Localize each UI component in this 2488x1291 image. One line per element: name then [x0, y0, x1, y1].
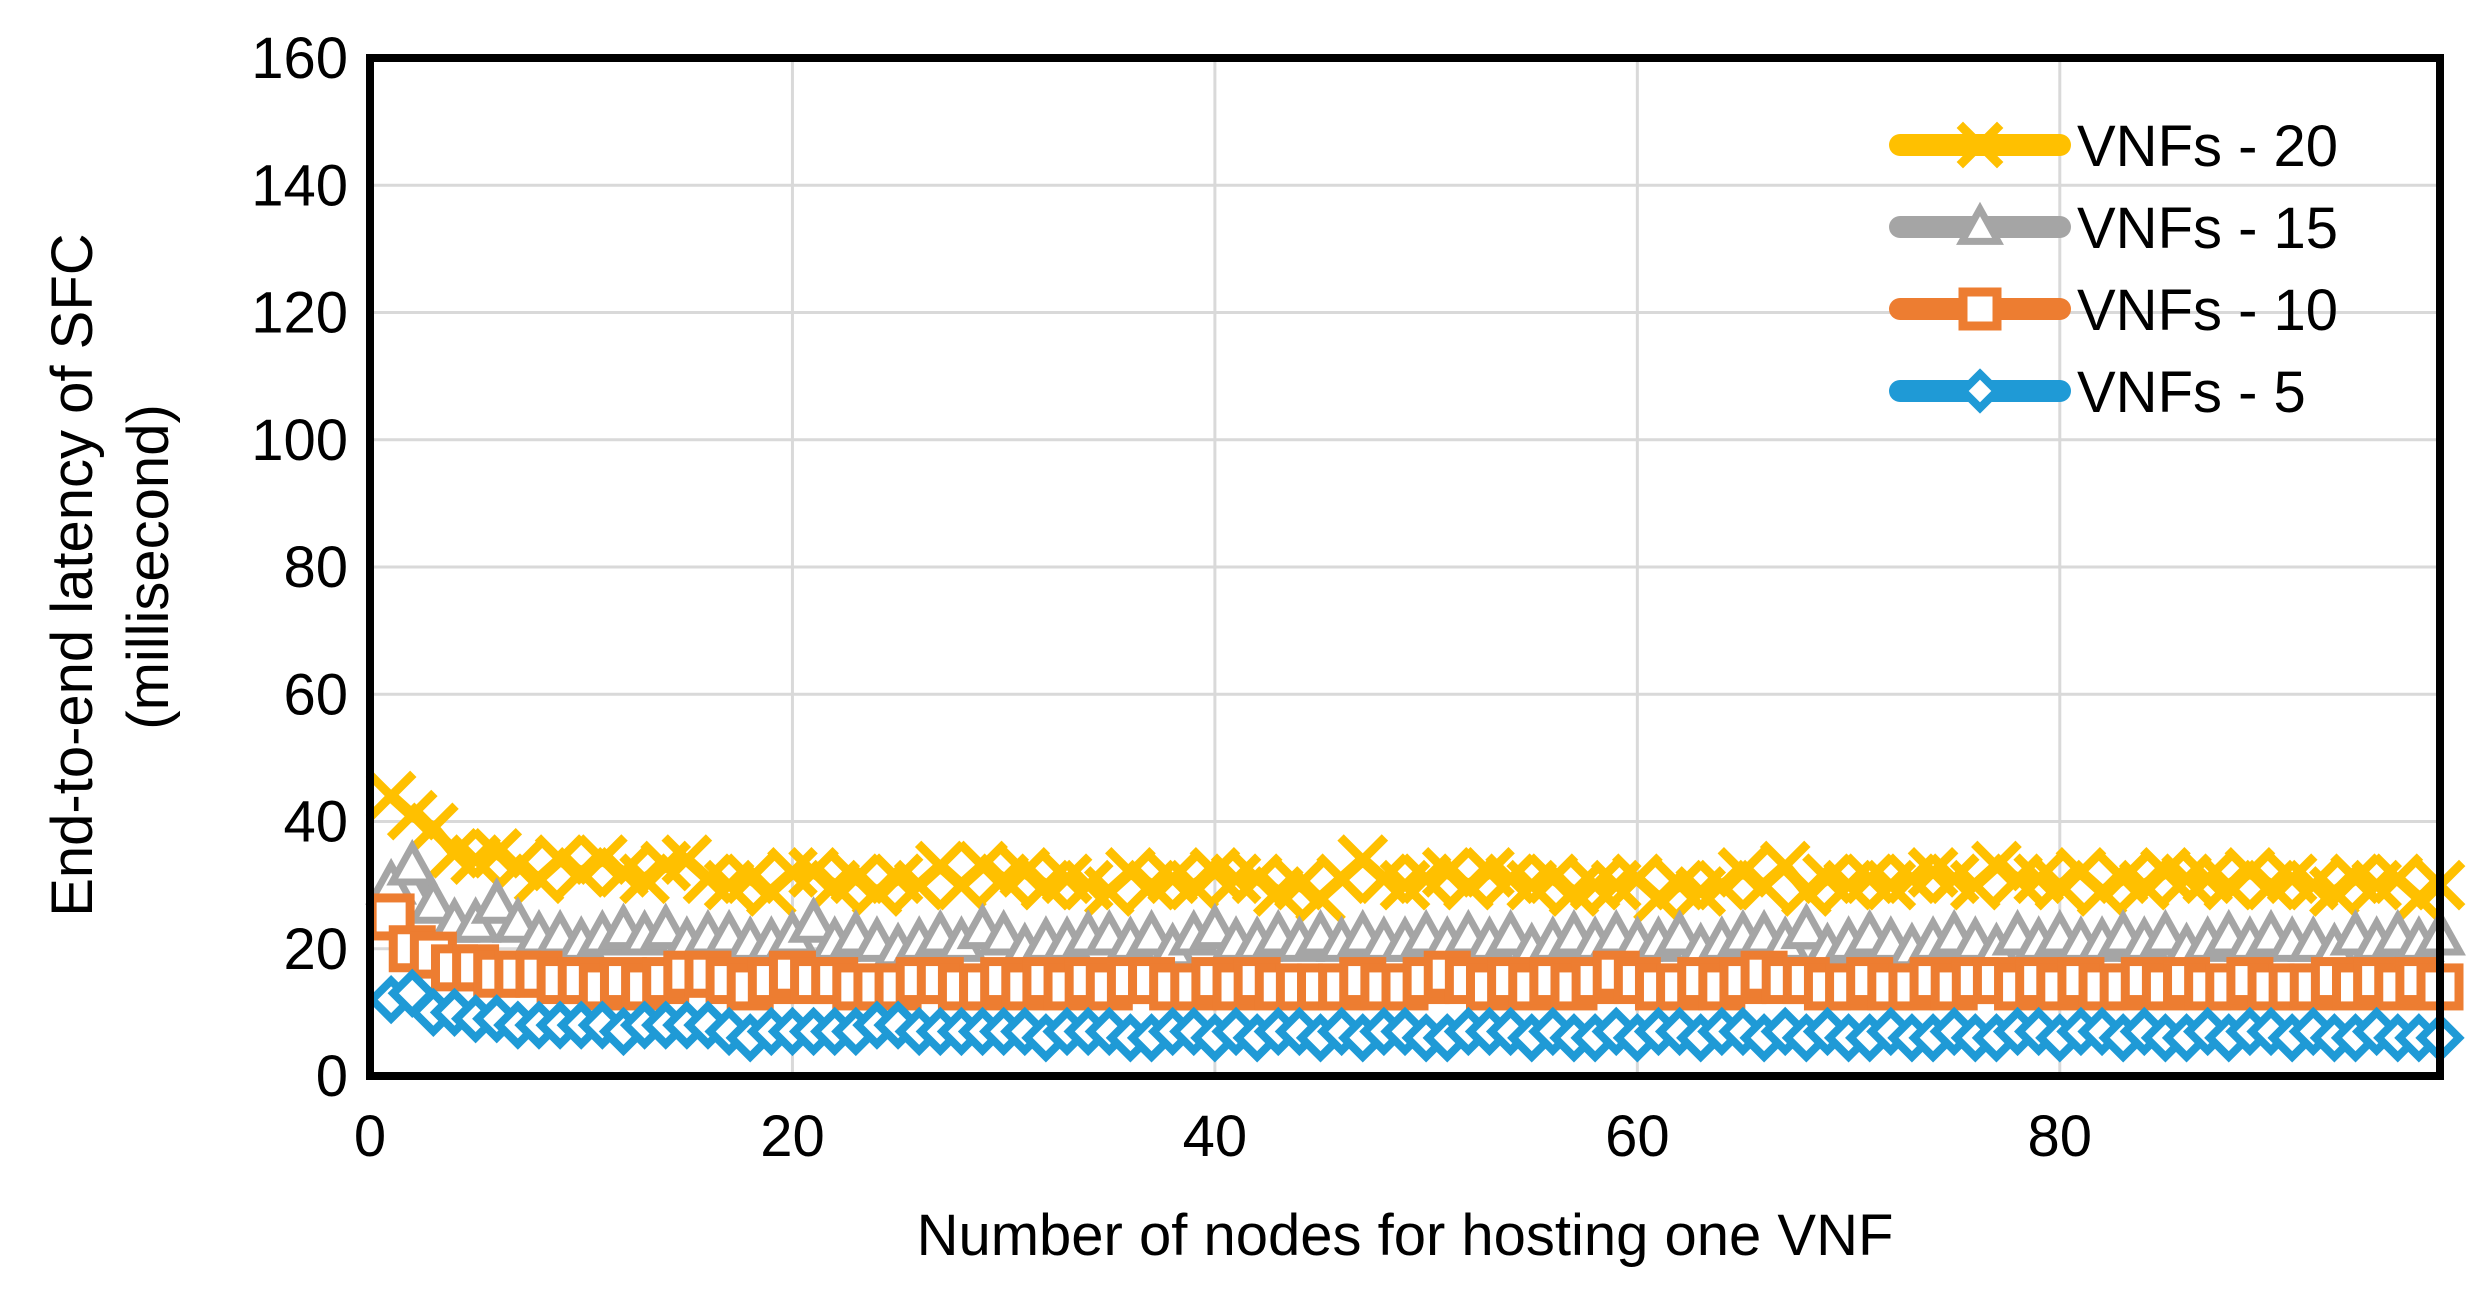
- legend-label: VNFs - 20: [2077, 114, 2338, 179]
- x-axis-tick-labels: 0 20 40 60 80: [354, 1104, 2092, 1169]
- data-point: [2118, 859, 2170, 911]
- data-point: [1696, 859, 1748, 911]
- x-axis-title: Number of nodes for hosting one VNF: [917, 1203, 1894, 1268]
- legend-marker: [1956, 201, 2004, 245]
- data-point: [1421, 847, 1473, 898]
- x-tick-label: 20: [760, 1104, 825, 1169]
- data-point: [534, 834, 586, 886]
- data-point: [576, 834, 628, 886]
- legend-item: VNFs - 20: [1889, 114, 2338, 179]
- series-layer: [365, 770, 2466, 1063]
- data-point: [724, 853, 776, 905]
- data-point: [1971, 840, 2022, 892]
- x-tick-label: 60: [1605, 1104, 1670, 1169]
- legend-label: VNFs - 5: [2077, 360, 2306, 425]
- legend-marker: [1958, 287, 2002, 331]
- data-point: [471, 827, 523, 879]
- data-point: [2224, 847, 2276, 898]
- data-point: [1168, 859, 1220, 911]
- data-point: [386, 838, 439, 886]
- data-point: [1231, 853, 1283, 905]
- y-axis-title-line-2: (millisecond): [116, 404, 181, 730]
- y-axis-title: End-to-end latency of SFC (millisecond): [40, 217, 181, 917]
- data-point: [555, 847, 607, 898]
- data-point: [1780, 902, 1833, 950]
- data-point: [2393, 872, 2445, 924]
- y-axis-title-line-1: End-to-end latency of SFC: [40, 233, 105, 916]
- data-point: [787, 896, 840, 943]
- data-point: [2076, 866, 2128, 917]
- data-point: [470, 877, 523, 924]
- data-point: [957, 840, 1008, 892]
- data-point: [1633, 872, 1684, 924]
- plot-frame: [366, 54, 2444, 1080]
- data-point: [2309, 866, 2360, 917]
- x-tick-label: 80: [2028, 1104, 2093, 1169]
- data-point: [830, 853, 882, 905]
- series-vnfs-20: [365, 770, 2466, 924]
- y-tick-label: 140: [251, 153, 348, 218]
- legend-marker: [1956, 121, 2004, 169]
- data-point: [386, 789, 438, 841]
- x-tick-label: 40: [1183, 1104, 1248, 1169]
- data-point: [851, 866, 903, 917]
- y-tick-label: 160: [251, 26, 348, 91]
- data-point: [999, 847, 1051, 898]
- y-tick-label: 80: [283, 535, 348, 600]
- legend-item: VNFs - 15: [1889, 196, 2338, 261]
- data-point: [1274, 859, 1325, 911]
- y-tick-label: 60: [283, 662, 348, 727]
- y-tick-label: 120: [251, 281, 348, 346]
- data-point: [492, 840, 544, 892]
- legend: VNFs - 20 VNFs - 15 VNFs - 10 VNFs - 5: [1889, 114, 2338, 425]
- legend-item: VNFs - 5: [1889, 360, 2306, 425]
- y-tick-label: 40: [283, 790, 348, 855]
- data-point: [1527, 853, 1579, 905]
- x-tick-label: 0: [354, 1104, 386, 1169]
- y-tick-label: 20: [283, 917, 348, 982]
- data-point: [2203, 859, 2255, 911]
- data-point: [1443, 859, 1494, 911]
- series-vnfs-10: [367, 893, 2464, 1011]
- data-point: [1780, 866, 1832, 917]
- data-point: [619, 853, 670, 905]
- y-axis-tick-labels: 0 20 40 60 80 100 120 140 160: [251, 26, 348, 1109]
- data-point: [2034, 859, 2086, 911]
- data-point: [407, 877, 460, 924]
- data-point: [788, 847, 839, 898]
- series-vnfs-5: [366, 968, 2465, 1063]
- legend-item: VNFs - 10: [1889, 278, 2338, 343]
- legend-marker: [1957, 368, 2003, 414]
- y-tick-label: 0: [316, 1044, 348, 1109]
- data-point: [1105, 847, 1156, 898]
- data-point: [1717, 847, 1769, 898]
- legend-label: VNFs - 15: [2077, 196, 2338, 261]
- legend-label: VNFs - 10: [2077, 278, 2338, 343]
- y-tick-label: 100: [251, 408, 348, 473]
